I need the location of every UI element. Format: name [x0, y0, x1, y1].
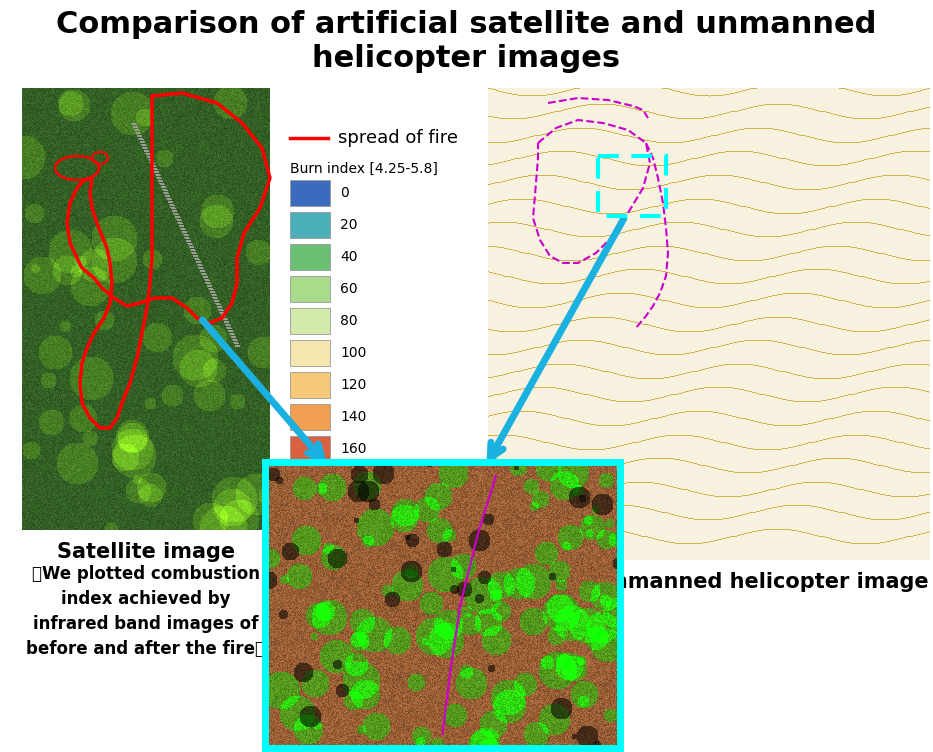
Bar [290, 308, 330, 334]
Polygon shape [506, 98, 773, 276]
Text: 0: 0 [340, 186, 349, 200]
Bar [152, 138, 171, 157]
Bar [112, 178, 131, 197]
Bar [112, 238, 131, 257]
Bar [92, 298, 111, 317]
Bar [290, 468, 330, 494]
Bar [132, 138, 151, 157]
Bar [30, 323, 49, 342]
Bar [132, 218, 151, 237]
Bar [52, 178, 71, 197]
Bar [92, 198, 111, 217]
Bar [92, 158, 111, 177]
Bar [52, 198, 71, 217]
Bar [92, 138, 111, 157]
Bar [132, 278, 151, 297]
Text: （We plotted combustion
index achieved by
infrared band images of
before and afte: （We plotted combustion index achieved by… [26, 565, 266, 658]
Text: spread of fire: spread of fire [338, 129, 458, 147]
Bar [50, 298, 69, 317]
Text: 40: 40 [340, 250, 357, 264]
Bar [112, 258, 131, 277]
Text: Satellite image: Satellite image [57, 542, 235, 562]
Bar [72, 198, 91, 217]
Bar [52, 138, 71, 157]
Bar [112, 138, 131, 157]
Bar [112, 218, 131, 237]
Bar [152, 258, 171, 277]
Bar [152, 278, 171, 297]
Bar [72, 258, 91, 277]
Bar [52, 258, 71, 277]
Bar [92, 343, 111, 362]
Bar [72, 238, 91, 257]
Bar [92, 238, 111, 257]
Text: 120: 120 [340, 378, 367, 392]
Bar [152, 298, 171, 317]
Bar [72, 298, 91, 317]
Text: 60: 60 [340, 282, 357, 296]
Bar [132, 158, 151, 177]
Text: 140: 140 [340, 410, 367, 424]
Bar [50, 318, 69, 337]
Bar [290, 404, 330, 430]
Bar [152, 218, 171, 237]
Bar [152, 238, 171, 257]
Bar [72, 158, 91, 177]
Text: 160: 160 [340, 442, 367, 456]
Text: Unmanned helicopter image: Unmanned helicopter image [596, 572, 928, 592]
Text: 100: 100 [340, 346, 367, 360]
Bar [152, 198, 171, 217]
Bar [92, 218, 111, 237]
Bar [92, 278, 111, 297]
Bar [112, 278, 131, 297]
Bar [152, 158, 171, 177]
Bar [290, 340, 330, 366]
Bar [152, 178, 171, 197]
Bar [52, 278, 71, 297]
Bar [112, 158, 131, 177]
Text: 20: 20 [340, 218, 357, 232]
Bar [52, 158, 71, 177]
Bar [72, 178, 91, 197]
Bar [112, 343, 131, 362]
Bar [52, 298, 71, 317]
Bar [265, 462, 620, 748]
Bar [598, 156, 666, 216]
Text: 180: 180 [340, 474, 367, 488]
Bar [72, 138, 91, 157]
Bar [290, 372, 330, 398]
Bar [132, 198, 151, 217]
Bar [290, 244, 330, 270]
Bar [290, 276, 330, 302]
Text: Comparison of artificial satellite and unmanned
helicopter images: Comparison of artificial satellite and u… [56, 10, 877, 73]
Bar [92, 178, 111, 197]
Bar [52, 238, 71, 257]
Bar [290, 180, 330, 206]
Bar [290, 436, 330, 462]
Bar [72, 278, 91, 297]
Bar [112, 298, 131, 317]
Polygon shape [583, 176, 643, 236]
Bar [112, 198, 131, 217]
Text: Burn index [4.25-5.8]: Burn index [4.25-5.8] [290, 162, 438, 176]
Bar [132, 298, 151, 317]
Bar [72, 218, 91, 237]
Text: 80: 80 [340, 314, 357, 328]
Bar [132, 178, 151, 197]
Bar [132, 258, 151, 277]
Bar [52, 218, 71, 237]
Bar [92, 258, 111, 277]
Bar [290, 212, 330, 238]
Bar [132, 238, 151, 257]
